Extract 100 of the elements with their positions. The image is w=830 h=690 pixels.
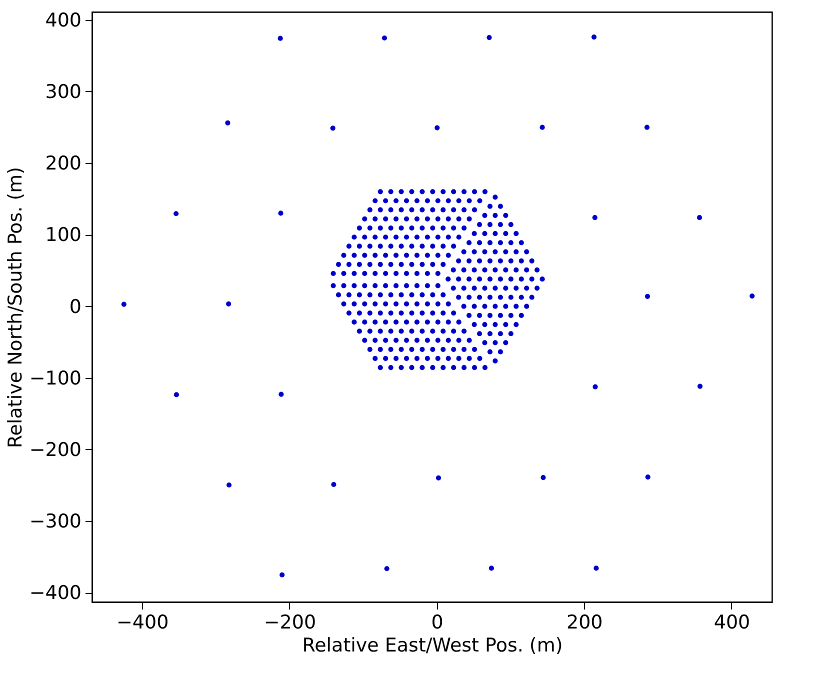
point bbox=[456, 276, 462, 282]
point bbox=[362, 234, 368, 240]
point bbox=[404, 198, 410, 204]
point bbox=[409, 292, 414, 298]
point bbox=[388, 244, 394, 249]
point bbox=[383, 356, 388, 362]
point bbox=[378, 328, 383, 334]
point bbox=[476, 312, 482, 318]
point bbox=[424, 216, 430, 222]
point bbox=[435, 198, 440, 204]
point bbox=[346, 262, 352, 267]
point bbox=[488, 566, 494, 571]
point bbox=[404, 356, 410, 362]
point bbox=[383, 270, 388, 276]
point bbox=[388, 225, 394, 231]
point bbox=[435, 270, 440, 276]
point bbox=[534, 267, 540, 273]
point bbox=[420, 292, 425, 298]
point bbox=[356, 310, 362, 316]
point bbox=[456, 320, 462, 325]
point bbox=[503, 249, 508, 254]
point bbox=[352, 283, 357, 288]
point bbox=[476, 222, 482, 228]
point bbox=[414, 252, 420, 258]
point bbox=[398, 207, 404, 212]
point bbox=[424, 283, 430, 288]
point bbox=[472, 286, 477, 291]
point bbox=[394, 283, 399, 288]
point bbox=[487, 240, 493, 246]
point bbox=[514, 304, 519, 309]
point bbox=[414, 216, 420, 222]
point bbox=[430, 310, 436, 316]
point bbox=[336, 262, 342, 267]
point bbox=[352, 301, 357, 306]
point bbox=[414, 338, 420, 343]
point bbox=[514, 231, 519, 236]
point bbox=[472, 207, 478, 212]
y-tick-label: −300 bbox=[29, 510, 82, 533]
point bbox=[331, 482, 336, 488]
point bbox=[404, 234, 410, 240]
point bbox=[278, 392, 284, 397]
point bbox=[482, 267, 488, 273]
point bbox=[456, 338, 462, 343]
point bbox=[498, 294, 503, 300]
point bbox=[430, 225, 436, 231]
point bbox=[372, 234, 378, 240]
point bbox=[529, 276, 534, 282]
point bbox=[498, 276, 503, 282]
point bbox=[383, 338, 388, 343]
x-axis-title: Relative East/West Pos. (m) bbox=[302, 634, 563, 656]
point bbox=[498, 222, 503, 228]
point bbox=[398, 310, 404, 316]
point bbox=[696, 215, 702, 220]
point bbox=[367, 310, 372, 316]
point bbox=[461, 286, 466, 291]
point bbox=[508, 258, 514, 264]
point bbox=[482, 231, 488, 236]
point bbox=[404, 270, 410, 276]
point bbox=[503, 231, 508, 236]
point bbox=[508, 222, 514, 228]
point bbox=[644, 294, 650, 299]
point bbox=[378, 310, 383, 316]
point bbox=[409, 207, 414, 212]
point bbox=[436, 475, 442, 480]
point bbox=[462, 346, 467, 352]
y-tick-label: 100 bbox=[45, 224, 82, 246]
point bbox=[409, 346, 414, 352]
point bbox=[430, 365, 436, 370]
point bbox=[420, 262, 425, 267]
point bbox=[446, 276, 451, 282]
point bbox=[404, 252, 410, 258]
point bbox=[524, 304, 530, 309]
point bbox=[430, 292, 436, 298]
point bbox=[388, 189, 394, 194]
point bbox=[346, 244, 352, 249]
point bbox=[356, 328, 362, 334]
point bbox=[356, 262, 362, 267]
point bbox=[430, 328, 436, 334]
point bbox=[466, 294, 472, 300]
point bbox=[498, 204, 503, 209]
point bbox=[451, 189, 456, 194]
point bbox=[434, 125, 440, 130]
point bbox=[420, 365, 425, 370]
point bbox=[466, 240, 472, 246]
point bbox=[420, 310, 425, 316]
point bbox=[477, 198, 482, 204]
point bbox=[592, 384, 598, 390]
point bbox=[409, 225, 414, 231]
x-tick-label: 0 bbox=[431, 612, 444, 634]
point bbox=[420, 207, 425, 212]
point bbox=[352, 320, 357, 325]
point bbox=[440, 310, 446, 316]
point bbox=[278, 210, 284, 216]
y-tick-label: 400 bbox=[45, 9, 82, 32]
point bbox=[466, 198, 472, 204]
point bbox=[450, 286, 456, 291]
point bbox=[414, 198, 420, 204]
point bbox=[482, 286, 488, 291]
point bbox=[498, 240, 503, 246]
y-tick-label: −400 bbox=[29, 582, 82, 604]
